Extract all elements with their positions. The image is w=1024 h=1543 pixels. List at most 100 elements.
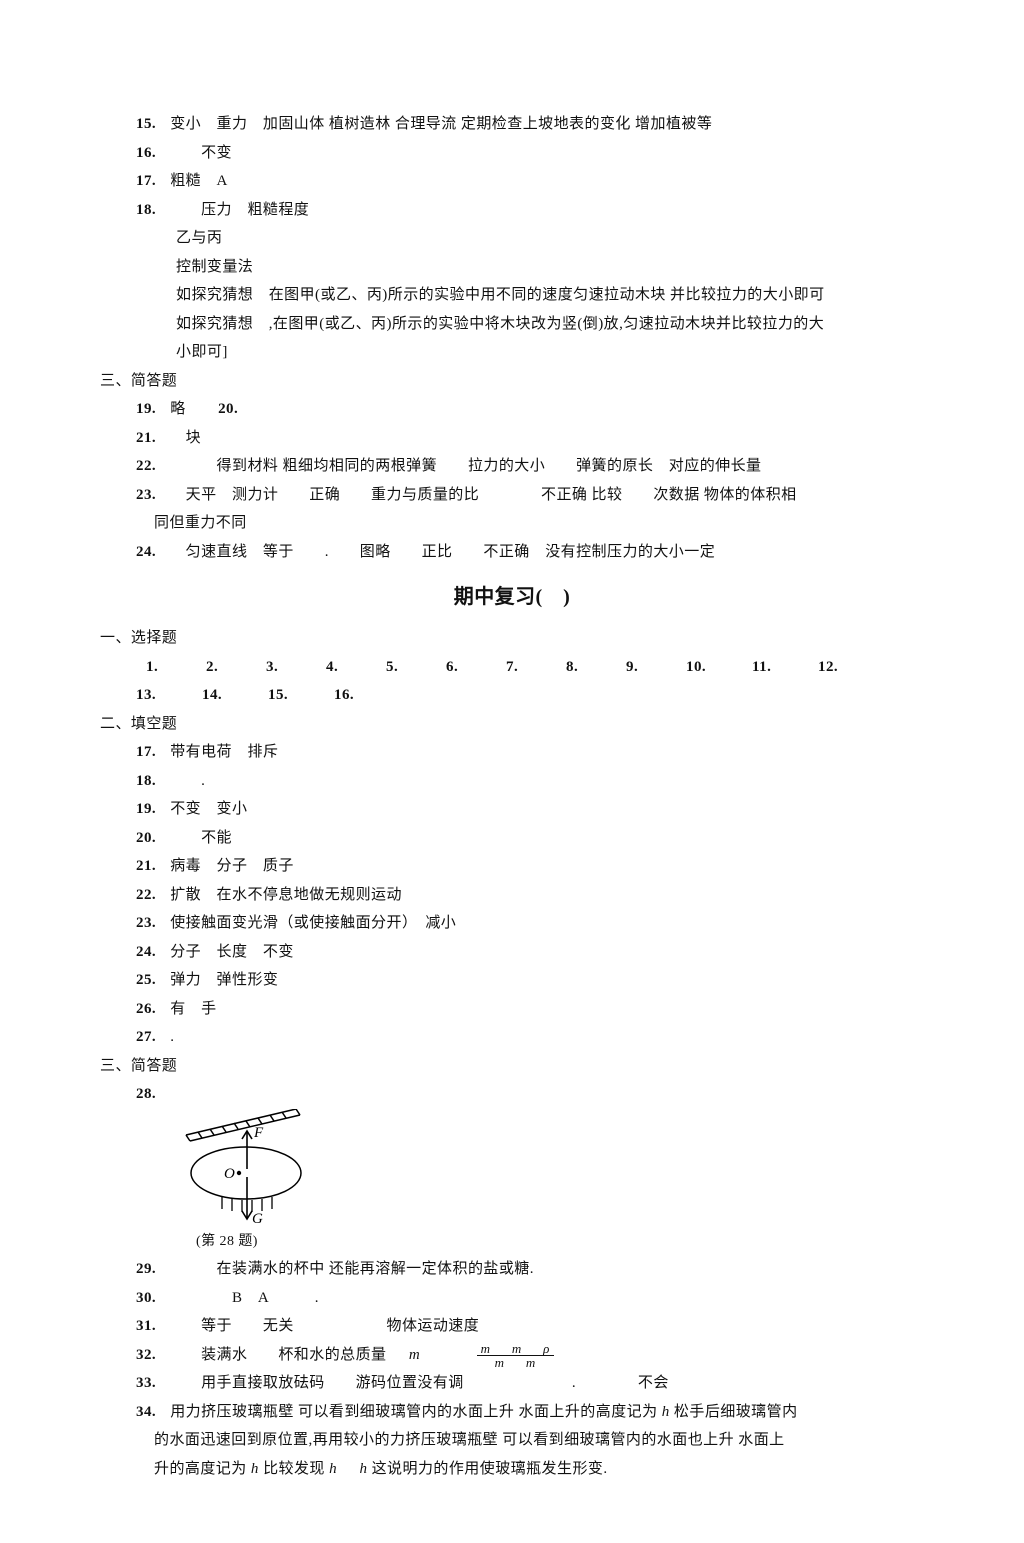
qnum: 30.: [136, 1284, 166, 1313]
mc-num: 14.: [202, 681, 268, 710]
q28-figure: F O G: [100, 1109, 924, 1229]
answer-text: 得到材料 粗细均相同的两根弹簧 拉力的大小 弹簧的原长 对应的伸长量: [170, 458, 761, 474]
title-text: 期中复习( ): [454, 586, 570, 608]
section-3-heading: 三、简答题: [100, 367, 924, 396]
answer-text: 如探究猜想 ,在图甲(或乙、丙)所示的实验中将木块改为竖(倒)放,匀速拉动木块并…: [176, 316, 824, 332]
qnum: 20.: [218, 395, 248, 424]
label-F: F: [253, 1125, 264, 1141]
fill-18: 18. .: [100, 767, 924, 796]
fraction-bot: m m: [477, 1356, 554, 1369]
answer-text: 小即可]: [176, 344, 228, 360]
answer-17: 17. 粗糙 A: [100, 167, 924, 196]
answer-16: 16. 不变: [100, 139, 924, 168]
var-h: h: [662, 1404, 670, 1420]
answer-text: 用力挤压玻璃瓶壁 可以看到细玻璃管内的水面上升 水面上升的高度记为: [170, 1404, 657, 1420]
caption-text: (第 28 题): [196, 1234, 258, 1249]
answer-text: 带有电荷 排斥: [170, 744, 278, 760]
qnum: 25.: [136, 966, 166, 995]
qnum: 29.: [136, 1255, 166, 1284]
mc-num: 8.: [566, 653, 626, 682]
qnum: 16.: [136, 139, 166, 168]
answer-text: 粗糙 A: [170, 173, 228, 189]
mc-num: 1.: [146, 653, 206, 682]
var-m: m: [481, 1341, 491, 1356]
mc-num: 4.: [326, 653, 386, 682]
fill-22: 22. 扩散 在水不停息地做无规则运动: [100, 881, 924, 910]
answer-21: 21. 块: [100, 424, 924, 453]
var-h: h: [329, 1461, 337, 1477]
answer-text: 压力 粗糙程度: [170, 202, 309, 218]
answer-text: 在装满水的杯中 还能再溶解一定体积的盐或糖.: [170, 1261, 534, 1277]
answer-text: 比较发现: [263, 1461, 325, 1477]
qnum: 20.: [136, 824, 166, 853]
var-m: m: [409, 1347, 420, 1363]
fill-17: 17. 带有电荷 排斥: [100, 738, 924, 767]
answer-text: 同但重力不同: [154, 515, 247, 531]
var-h: h: [251, 1461, 259, 1477]
qnum: 24.: [136, 538, 166, 567]
qnum: 22.: [136, 881, 166, 910]
mc-row-2: 13. 14. 15. 16.: [100, 681, 924, 710]
mc-num: 15.: [268, 681, 334, 710]
q31: 31. 等于 无关 物体运动速度: [100, 1312, 924, 1341]
qnum: 31.: [136, 1312, 166, 1341]
fill-20: 20. 不能: [100, 824, 924, 853]
qnum: 33.: [136, 1369, 166, 1398]
answer-19-20: 19. 略 20.: [100, 395, 924, 424]
answer-24: 24. 匀速直线 等于 . 图略 正比 不正确 没有控制压力的大小一定: [100, 538, 924, 567]
answer-text: .: [170, 1029, 174, 1045]
qnum: 17.: [136, 738, 166, 767]
fill-25: 25. 弹力 弹性形变: [100, 966, 924, 995]
var-rho: ρ: [543, 1341, 550, 1356]
balloon-diagram-icon: F O G: [176, 1109, 336, 1229]
answer-text: 这说明力的作用使玻璃瓶发生形变.: [372, 1461, 608, 1477]
fill-26: 26. 有 手: [100, 995, 924, 1024]
fraction-top: m m ρ: [477, 1342, 554, 1356]
mc-num: 11.: [752, 653, 818, 682]
mc-num: 16.: [334, 681, 400, 710]
q28-caption: (第 28 题): [100, 1229, 924, 1256]
answer-text: 分子 长度 不变: [170, 944, 294, 960]
qnum: 27.: [136, 1023, 166, 1052]
answer-text: 用手直接取放砝码 游码位置没有调 . 不会: [170, 1375, 669, 1391]
qnum: 28.: [136, 1080, 166, 1109]
answer-22: 22. 得到材料 粗细均相同的两根弹簧 拉力的大小 弹簧的原长 对应的伸长量: [100, 452, 924, 481]
answer-text: 如探究猜想 在图甲(或乙、丙)所示的实验中用不同的速度匀速拉动木块 并比较拉力的…: [176, 287, 825, 303]
label-O: O: [224, 1166, 235, 1182]
answer-text: .: [170, 773, 205, 789]
answer-text: 升的高度记为: [154, 1461, 247, 1477]
answer-18-line2: 乙与丙: [100, 224, 924, 253]
qnum: 18.: [136, 196, 166, 225]
answer-text: 乙与丙: [176, 230, 222, 246]
qnum: 24.: [136, 938, 166, 967]
qnum: 17.: [136, 167, 166, 196]
answer-text: 有 手: [170, 1001, 216, 1017]
q34-line2: 的水面迅速回到原位置,再用较小的力挤压玻璃瓶壁 可以看到细玻璃管内的水面也上升 …: [100, 1426, 924, 1455]
fill-23: 23. 使接触面变光滑（或使接触面分开） 减小: [100, 909, 924, 938]
answer-text: 松手后细玻璃管内: [674, 1404, 798, 1420]
fill-24: 24. 分子 长度 不变: [100, 938, 924, 967]
q28-num: 28.: [100, 1080, 924, 1109]
fill-27: 27. .: [100, 1023, 924, 1052]
qnum: 26.: [136, 995, 166, 1024]
qnum: 18.: [136, 767, 166, 796]
answer-18-line1: 18. 压力 粗糙程度: [100, 196, 924, 225]
section-fill-heading: 二、填空题: [100, 710, 924, 739]
section-label: 二、填空题: [100, 716, 177, 732]
qnum: 22.: [136, 452, 166, 481]
section-3b-heading: 三、简答题: [100, 1052, 924, 1081]
answer-text: 病毒 分子 质子: [170, 858, 294, 874]
mc-num: 12.: [818, 653, 884, 682]
q29: 29. 在装满水的杯中 还能再溶解一定体积的盐或糖.: [100, 1255, 924, 1284]
fraction: m m ρ m m: [477, 1342, 554, 1369]
answer-text: 弹力 弹性形变: [170, 972, 278, 988]
q34-line1: 34. 用力挤压玻璃瓶壁 可以看到细玻璃管内的水面上升 水面上升的高度记为 h …: [100, 1398, 924, 1427]
var-m: m: [526, 1355, 536, 1370]
var-m: m: [512, 1341, 522, 1356]
var-m: m: [495, 1355, 505, 1370]
fill-21: 21. 病毒 分子 质子: [100, 852, 924, 881]
qnum: 21.: [136, 852, 166, 881]
answer-23-line2: 同但重力不同: [100, 509, 924, 538]
mc-num: 7.: [506, 653, 566, 682]
answer-text: 块: [170, 430, 201, 446]
